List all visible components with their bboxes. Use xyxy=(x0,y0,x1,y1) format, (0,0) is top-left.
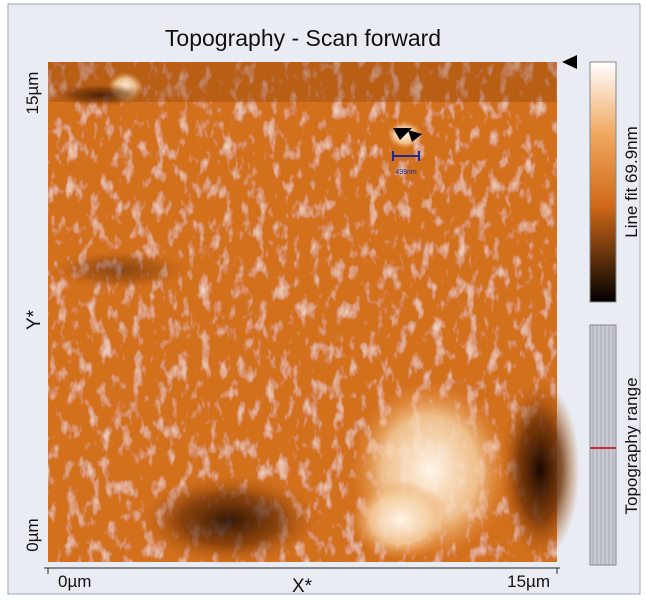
y-bottom-label: 0µm xyxy=(23,518,42,551)
scale-bar-label: 499nm xyxy=(395,169,417,176)
range-panel[interactable] xyxy=(590,325,616,565)
y-axis-label: Y* xyxy=(24,309,45,330)
y-top-label: 15µm xyxy=(23,72,42,115)
title: Topography - Scan forward xyxy=(165,25,441,51)
x-axis-label: X* xyxy=(292,576,313,597)
colorbar-label: Line fit 69.9nm xyxy=(622,126,641,238)
colorbar xyxy=(590,62,616,302)
scan-image: 499nm xyxy=(48,62,580,565)
scan-window: Topography - Scan forward 499nm 0µm X* 1… xyxy=(0,0,646,598)
x-left-label: 0µm xyxy=(58,572,91,591)
range-panel-label: Topography range xyxy=(622,377,641,514)
x-right-label: 15µm xyxy=(507,572,550,591)
